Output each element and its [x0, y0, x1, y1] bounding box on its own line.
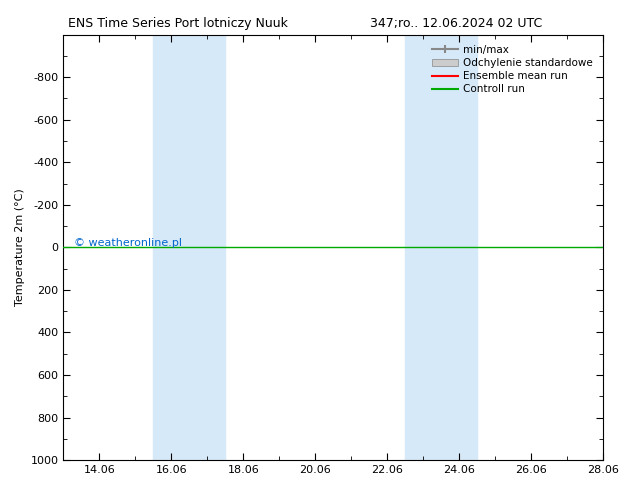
Bar — [405, 35, 477, 460]
Bar — [153, 35, 225, 460]
Text: 347;ro.. 12.06.2024 02 UTC: 347;ro.. 12.06.2024 02 UTC — [370, 17, 543, 30]
Legend: min/max, Odchylenie standardowe, Ensemble mean run, Controll run: min/max, Odchylenie standardowe, Ensembl… — [427, 40, 598, 99]
Text: © weatheronline.pl: © weatheronline.pl — [74, 238, 182, 248]
Y-axis label: Temperature 2m (°C): Temperature 2m (°C) — [15, 189, 25, 306]
Text: ENS Time Series Port lotniczy Nuuk: ENS Time Series Port lotniczy Nuuk — [68, 17, 287, 30]
